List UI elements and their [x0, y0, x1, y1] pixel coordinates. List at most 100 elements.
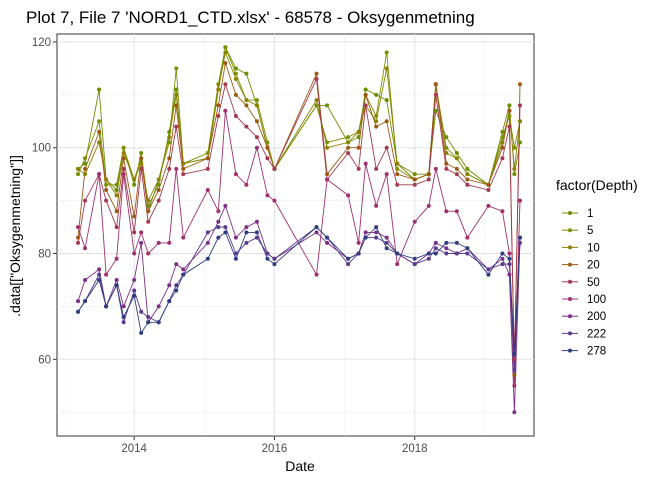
data-point-50 [500, 156, 505, 161]
data-point-10 [132, 177, 137, 182]
data-point-20 [500, 145, 505, 150]
data-point-20 [384, 119, 389, 124]
data-point-100 [426, 203, 431, 208]
data-point-222 [412, 262, 417, 267]
data-point-20 [325, 172, 330, 177]
data-point-1 [433, 108, 438, 113]
data-point-278 [216, 235, 221, 240]
data-point-100 [104, 272, 109, 277]
data-point-200 [500, 256, 505, 261]
data-point-50 [216, 113, 221, 118]
data-point-5 [265, 140, 270, 145]
data-point-1 [444, 135, 449, 140]
series-line-222 [77, 226, 521, 370]
data-point-10 [167, 135, 172, 140]
data-point-50 [346, 151, 351, 156]
data-point-278 [272, 262, 277, 267]
chart-title: Plot 7, File 7 'NORD1_CTD.xlsx' - 68578 … [26, 8, 475, 27]
data-point-278 [325, 235, 330, 240]
data-point-5 [325, 140, 330, 145]
data-point-200 [76, 299, 81, 304]
data-point-10 [233, 76, 238, 81]
x-axis-title: Date [285, 458, 315, 474]
data-point-278 [356, 251, 361, 256]
data-point-222 [454, 251, 459, 256]
data-point-200 [167, 283, 172, 288]
data-point-1 [167, 129, 172, 134]
data-point-10 [244, 98, 249, 103]
data-point-278 [454, 240, 459, 245]
data-point-278 [433, 251, 438, 256]
data-point-1 [517, 140, 522, 145]
data-point-222 [272, 256, 277, 261]
data-point-100 [314, 272, 319, 277]
data-point-50 [132, 230, 137, 235]
data-point-222 [244, 240, 249, 245]
data-point-278 [139, 330, 144, 335]
data-point-20 [433, 82, 438, 87]
data-point-50 [146, 219, 151, 224]
data-point-278 [167, 299, 172, 304]
data-point-100 [121, 172, 126, 177]
data-point-100 [512, 383, 517, 388]
data-point-278 [223, 230, 228, 235]
series-line-100 [77, 110, 521, 386]
data-point-5 [374, 113, 379, 118]
data-point-200 [139, 240, 144, 245]
data-point-5 [500, 135, 505, 140]
data-point-50 [83, 198, 88, 203]
data-point-100 [517, 198, 522, 203]
data-point-100 [114, 256, 119, 261]
data-point-200 [223, 203, 228, 208]
legend-label: 20 [587, 260, 600, 272]
data-point-20 [104, 188, 109, 193]
data-point-50 [114, 225, 119, 230]
data-point-278 [346, 256, 351, 261]
data-point-278 [181, 272, 186, 277]
data-point-10 [139, 161, 144, 166]
data-point-50 [272, 166, 277, 171]
data-point-20 [517, 82, 522, 87]
data-point-1 [465, 166, 470, 171]
data-point-20 [114, 209, 119, 214]
x-axis: 2014 2016 2018 [121, 436, 428, 455]
data-point-5 [395, 166, 400, 171]
data-point-20 [233, 92, 238, 97]
data-point-1 [356, 135, 361, 140]
y-tick-label: 100 [32, 143, 51, 155]
data-point-10 [465, 172, 470, 177]
series-lines [77, 45, 521, 413]
data-point-10 [517, 119, 522, 124]
data-point-100 [346, 193, 351, 198]
data-point-20 [205, 156, 210, 161]
data-point-100 [146, 251, 151, 256]
data-point-278 [384, 246, 389, 251]
x-tick-label: 2014 [121, 443, 147, 455]
data-point-100 [500, 209, 505, 214]
data-point-1 [139, 151, 144, 156]
data-point-20 [356, 145, 361, 150]
data-point-200 [325, 240, 330, 245]
data-point-50 [167, 166, 172, 171]
data-point-200 [363, 230, 368, 235]
legend-item-1: 1 [562, 208, 593, 220]
data-point-5 [314, 103, 319, 108]
data-point-222 [444, 251, 449, 256]
data-point-20 [265, 145, 270, 150]
data-point-100 [139, 230, 144, 235]
data-point-222 [384, 240, 389, 245]
legend-items: 1 5 10 20 50 100 200 222 278 [562, 208, 606, 358]
data-point-50 [139, 166, 144, 171]
data-point-278 [486, 272, 491, 277]
data-point-1 [132, 182, 137, 187]
data-point-278 [512, 352, 517, 357]
data-point-100 [167, 240, 172, 245]
data-point-100 [465, 235, 470, 240]
data-point-100 [205, 188, 210, 193]
legend-item-50: 50 [562, 277, 600, 289]
data-point-10 [83, 172, 88, 177]
data-point-100 [486, 203, 491, 208]
data-point-278 [205, 256, 210, 261]
data-point-200 [512, 410, 517, 415]
data-point-200 [433, 240, 438, 245]
